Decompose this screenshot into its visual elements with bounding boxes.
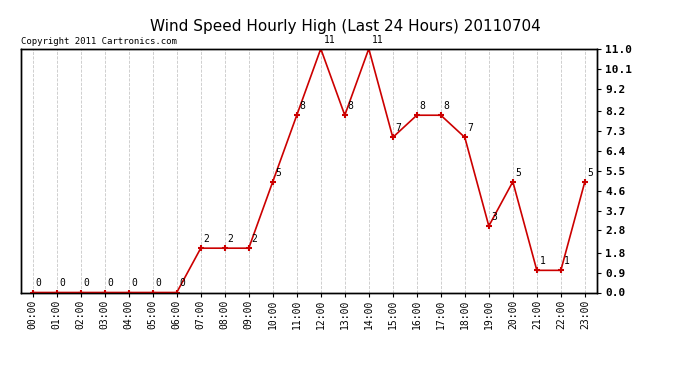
Text: 8: 8 — [348, 101, 353, 111]
Text: 0: 0 — [83, 278, 90, 288]
Text: 5: 5 — [515, 168, 522, 177]
Text: 0: 0 — [59, 278, 66, 288]
Text: 7: 7 — [468, 123, 473, 133]
Text: 0: 0 — [132, 278, 137, 288]
Text: 0: 0 — [108, 278, 113, 288]
Text: 0: 0 — [35, 278, 41, 288]
Text: 2: 2 — [252, 234, 257, 244]
Text: 7: 7 — [395, 123, 402, 133]
Text: 11: 11 — [372, 34, 384, 45]
Text: 0: 0 — [179, 278, 186, 288]
Text: 8: 8 — [444, 101, 449, 111]
Text: 0: 0 — [155, 278, 161, 288]
Text: 1: 1 — [564, 256, 569, 266]
Text: 5: 5 — [275, 168, 282, 177]
Text: 8: 8 — [299, 101, 306, 111]
Text: 2: 2 — [228, 234, 233, 244]
Text: 2: 2 — [204, 234, 209, 244]
Text: Copyright 2011 Cartronics.com: Copyright 2011 Cartronics.com — [21, 38, 177, 46]
Text: 3: 3 — [491, 212, 497, 222]
Text: 8: 8 — [420, 101, 426, 111]
Text: 1: 1 — [540, 256, 546, 266]
Text: 5: 5 — [588, 168, 593, 177]
Text: 11: 11 — [324, 34, 335, 45]
Text: Wind Speed Hourly High (Last 24 Hours) 20110704: Wind Speed Hourly High (Last 24 Hours) 2… — [150, 19, 540, 34]
